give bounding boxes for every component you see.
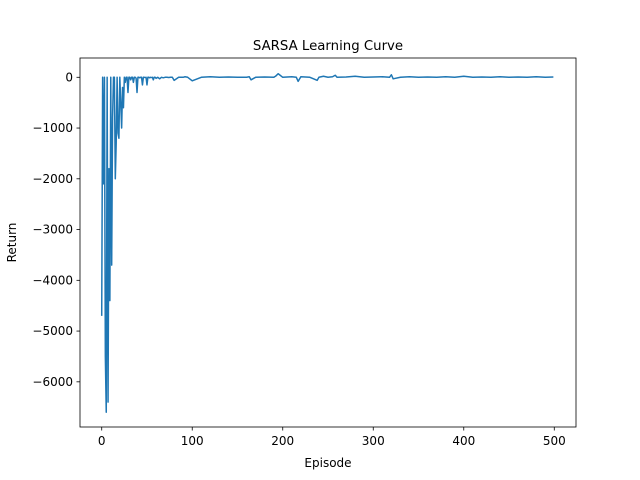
y-tick-label: −4000 [32,273,73,287]
x-tick-label: 200 [271,434,294,448]
x-axis-label: Episode [304,456,351,470]
y-tick-label: −5000 [32,324,73,338]
x-tick-label: 100 [181,434,204,448]
chart-title: SARSA Learning Curve [253,39,403,54]
y-tick-label: −6000 [32,375,73,389]
x-tick-label: 300 [362,434,385,448]
x-axis: 0 100 200 300 400 500 [98,427,566,448]
plot-area [100,72,554,414]
y-tick-label: −2000 [32,172,73,186]
plot-frame [79,57,577,428]
y-tick-label: −3000 [32,223,73,237]
x-tick-label: 500 [543,434,566,448]
y-tick-label: −1000 [32,121,73,135]
y-axis: 0 −1000 −2000 −3000 −4000 −5000 −6000 [32,70,80,389]
y-tick-label: 0 [65,70,73,84]
x-tick-label: 400 [452,434,475,448]
series-line-0 [100,72,554,414]
y-axis-label: Return [5,223,19,263]
x-tick-label: 0 [98,434,106,448]
